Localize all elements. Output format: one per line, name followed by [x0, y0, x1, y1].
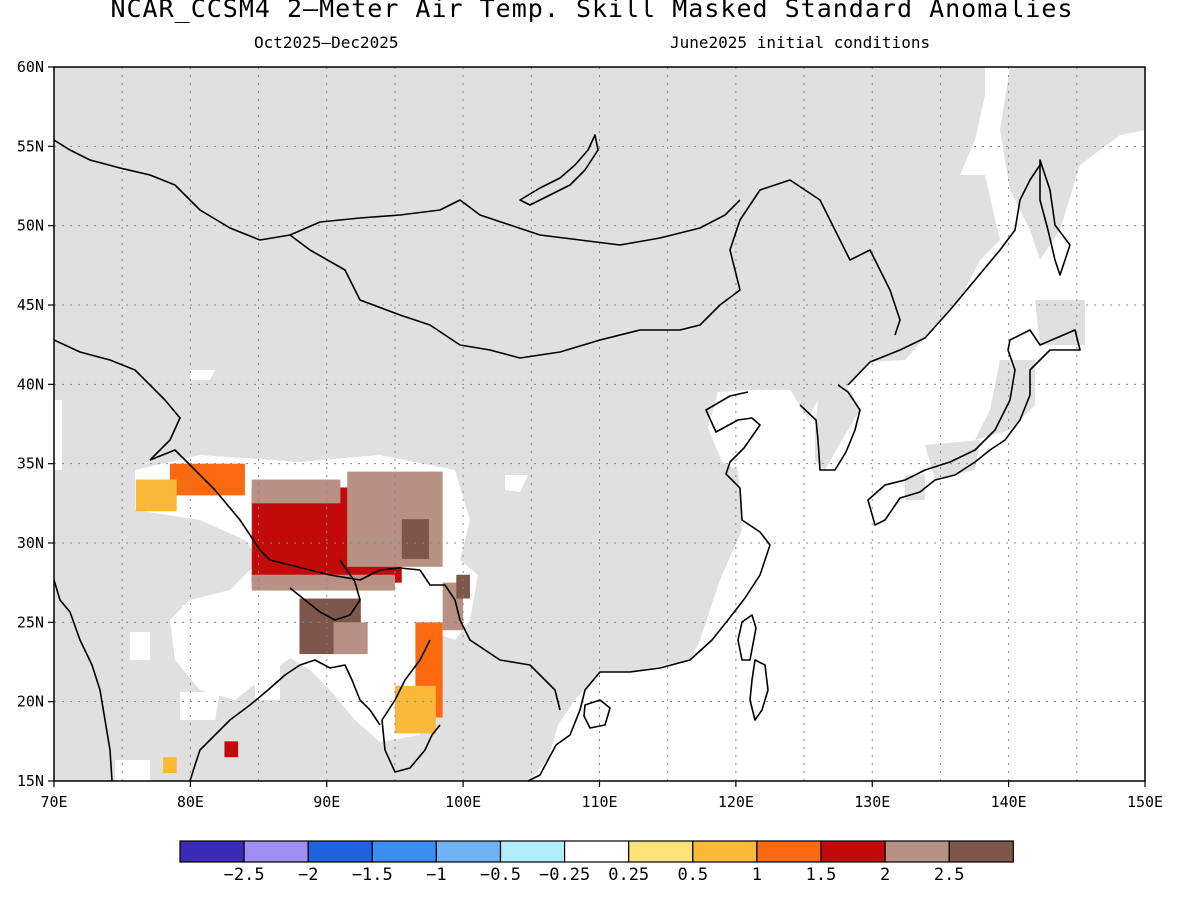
anomaly-cell	[135, 479, 177, 512]
lon-label: 80E	[177, 793, 204, 811]
lon-label: 140E	[991, 793, 1027, 811]
colorbar-label: −1.5	[352, 865, 393, 885]
lon-label: 70E	[40, 793, 67, 811]
lon-label: 130E	[854, 793, 890, 811]
colorbar-label: −0.5	[480, 865, 521, 885]
graticule	[54, 67, 1145, 781]
map-title: NCAR_CCSM4 2—Meter Air Temp. Skill Maske…	[110, 0, 1074, 23]
anomaly-cell	[163, 757, 177, 774]
colorbar-swatch	[563, 840, 630, 863]
anomaly-cell	[224, 741, 239, 758]
colorbar-label: 2.5	[934, 865, 965, 885]
forecast-period: Oct2025—Dec2025	[254, 33, 399, 52]
colorbar-label: −0.25	[539, 865, 590, 885]
colorbar-swatch	[243, 840, 309, 863]
lat-label: 30N	[17, 534, 44, 552]
lat-label: 45N	[17, 296, 44, 314]
lat-label: 40N	[17, 375, 44, 393]
anomaly-cell	[251, 479, 341, 504]
colorbar-swatch	[499, 840, 566, 863]
colorbar-label: −2.5	[224, 865, 265, 885]
anomaly-layer	[135, 463, 470, 774]
coastlines	[54, 134, 1081, 781]
colorbar-swatch	[884, 840, 950, 863]
lon-label: 90E	[313, 793, 340, 811]
lat-label: 20N	[17, 693, 44, 711]
anomaly-cell	[394, 685, 436, 734]
colorbar-swatch	[307, 840, 373, 863]
lon-label: 150E	[1127, 793, 1163, 811]
colorbar-swatch	[948, 840, 1014, 863]
colorbar-label: 1.5	[806, 865, 837, 885]
colorbar-label: −2	[298, 865, 318, 885]
anomaly-cell	[456, 574, 470, 599]
colorbar-swatch	[756, 840, 822, 863]
colorbar-swatch	[692, 840, 758, 863]
colorbar-swatch	[371, 840, 437, 863]
lat-label: 15N	[17, 772, 44, 790]
colorbar-swatch	[628, 840, 694, 863]
colorbar: −2.5 −2 −1.5 −1 −0.5 −0.25 0.25 0.5 1 1.5 2 2.5	[179, 840, 1014, 885]
anomaly-cell	[401, 519, 430, 559]
colorbar-swatch	[820, 840, 886, 863]
colorbar-label: 2	[880, 865, 890, 885]
lat-label: 50N	[17, 217, 44, 235]
lon-label: 120E	[718, 793, 754, 811]
anomaly-cell	[169, 463, 245, 496]
lat-label: 35N	[17, 455, 44, 473]
colorbar-swatch	[435, 840, 502, 863]
lon-label: 110E	[581, 793, 617, 811]
colorbar-label: 0.25	[608, 865, 649, 885]
longitude-axis: 70E 80E 90E 100E 110E 120E 130E 140E 150E	[40, 781, 1163, 811]
colorbar-swatch	[179, 840, 245, 863]
colorbar-label: −1	[426, 865, 446, 885]
lat-label: 60N	[17, 58, 44, 76]
lon-label: 100E	[445, 793, 481, 811]
colorbar-label: 1	[752, 865, 762, 885]
initial-conditions: June2025 initial conditions	[670, 33, 931, 52]
colorbar-label: 0.5	[677, 865, 708, 885]
latitude-axis: 15N 20N 25N 30N 35N 40N 45N 50N 55N 60N	[17, 58, 54, 790]
anomaly-cell	[333, 622, 368, 655]
lat-label: 25N	[17, 613, 44, 631]
lat-label: 55N	[17, 137, 44, 155]
anomaly-cell	[251, 574, 395, 591]
